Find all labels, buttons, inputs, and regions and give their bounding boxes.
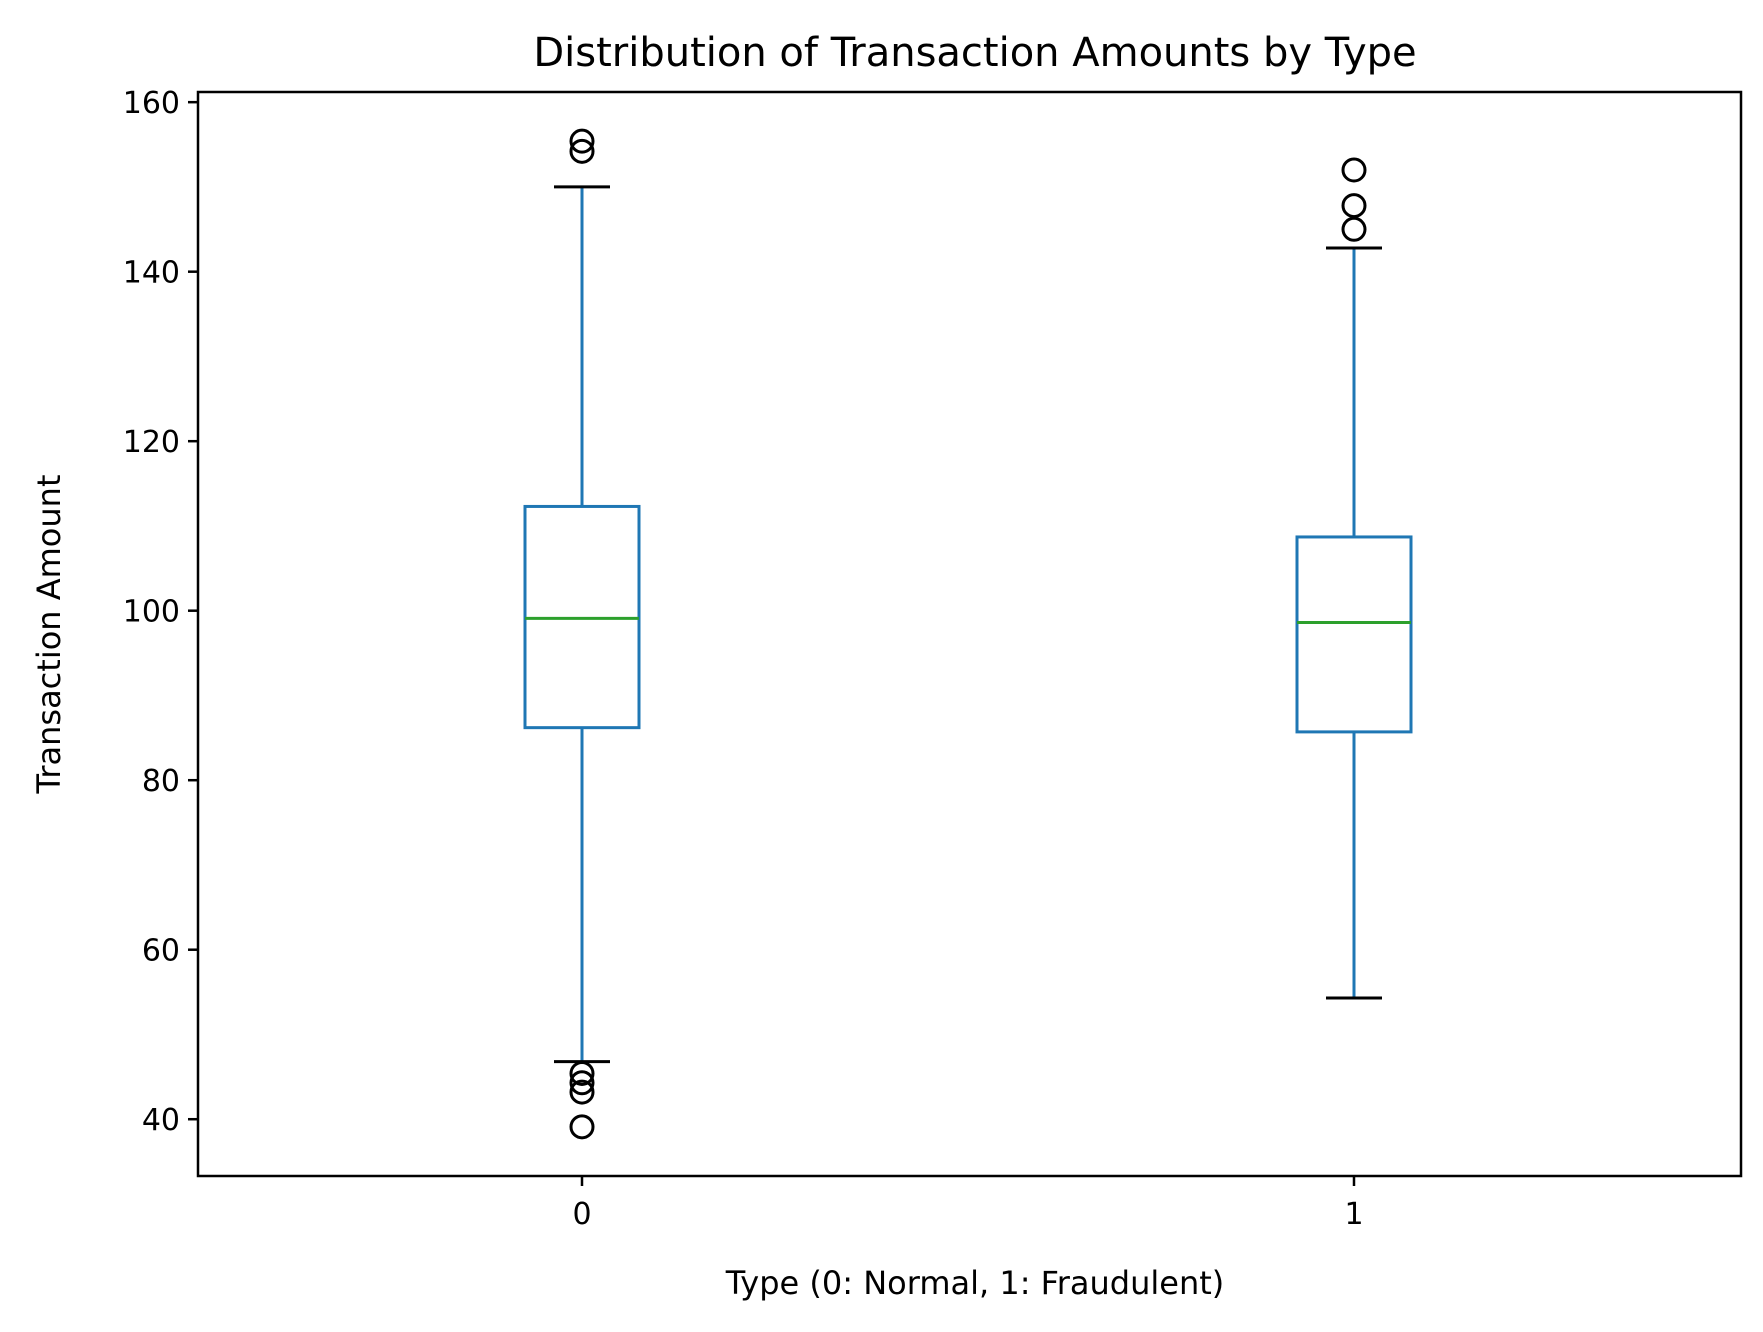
y-tick-label-160: 160 <box>123 86 180 121</box>
outlier-type-0-4 <box>569 1079 595 1105</box>
outlier-type-1-1 <box>1341 193 1367 219</box>
axes-frame <box>196 90 1743 1178</box>
x-tick-label-0: 0 <box>572 1197 591 1232</box>
outlier-type-1-0 <box>1341 157 1367 183</box>
outlier-type-1-2 <box>1341 216 1367 242</box>
outlier-type-0-0 <box>569 128 595 154</box>
outlier-type-0-2 <box>569 1060 595 1086</box>
outlier-type-0-1 <box>569 138 595 164</box>
y-tick-label-60: 60 <box>142 934 180 969</box>
outlier-type-0-3 <box>569 1070 595 1096</box>
plot-area: 40 60 80 100 120 140 160 0 1 <box>123 86 1743 1232</box>
y-tick-label-100: 100 <box>123 595 180 630</box>
y-tick-label-80: 80 <box>142 764 180 799</box>
y-axis-label: Transaction Amount <box>30 475 68 795</box>
y-tick-label-120: 120 <box>123 425 180 460</box>
x-tick-label-1: 1 <box>1344 1197 1363 1232</box>
outlier-type-0-5 <box>569 1114 595 1140</box>
y-tick-label-140: 140 <box>123 256 180 291</box>
box-type-1 <box>1295 535 1413 734</box>
y-tick-label-40: 40 <box>142 1103 180 1138</box>
chart-title: Distribution of Transaction Amounts by T… <box>533 30 1416 76</box>
x-axis-label: Type (0: Normal, 1: Fraudulent) <box>725 1264 1225 1302</box>
